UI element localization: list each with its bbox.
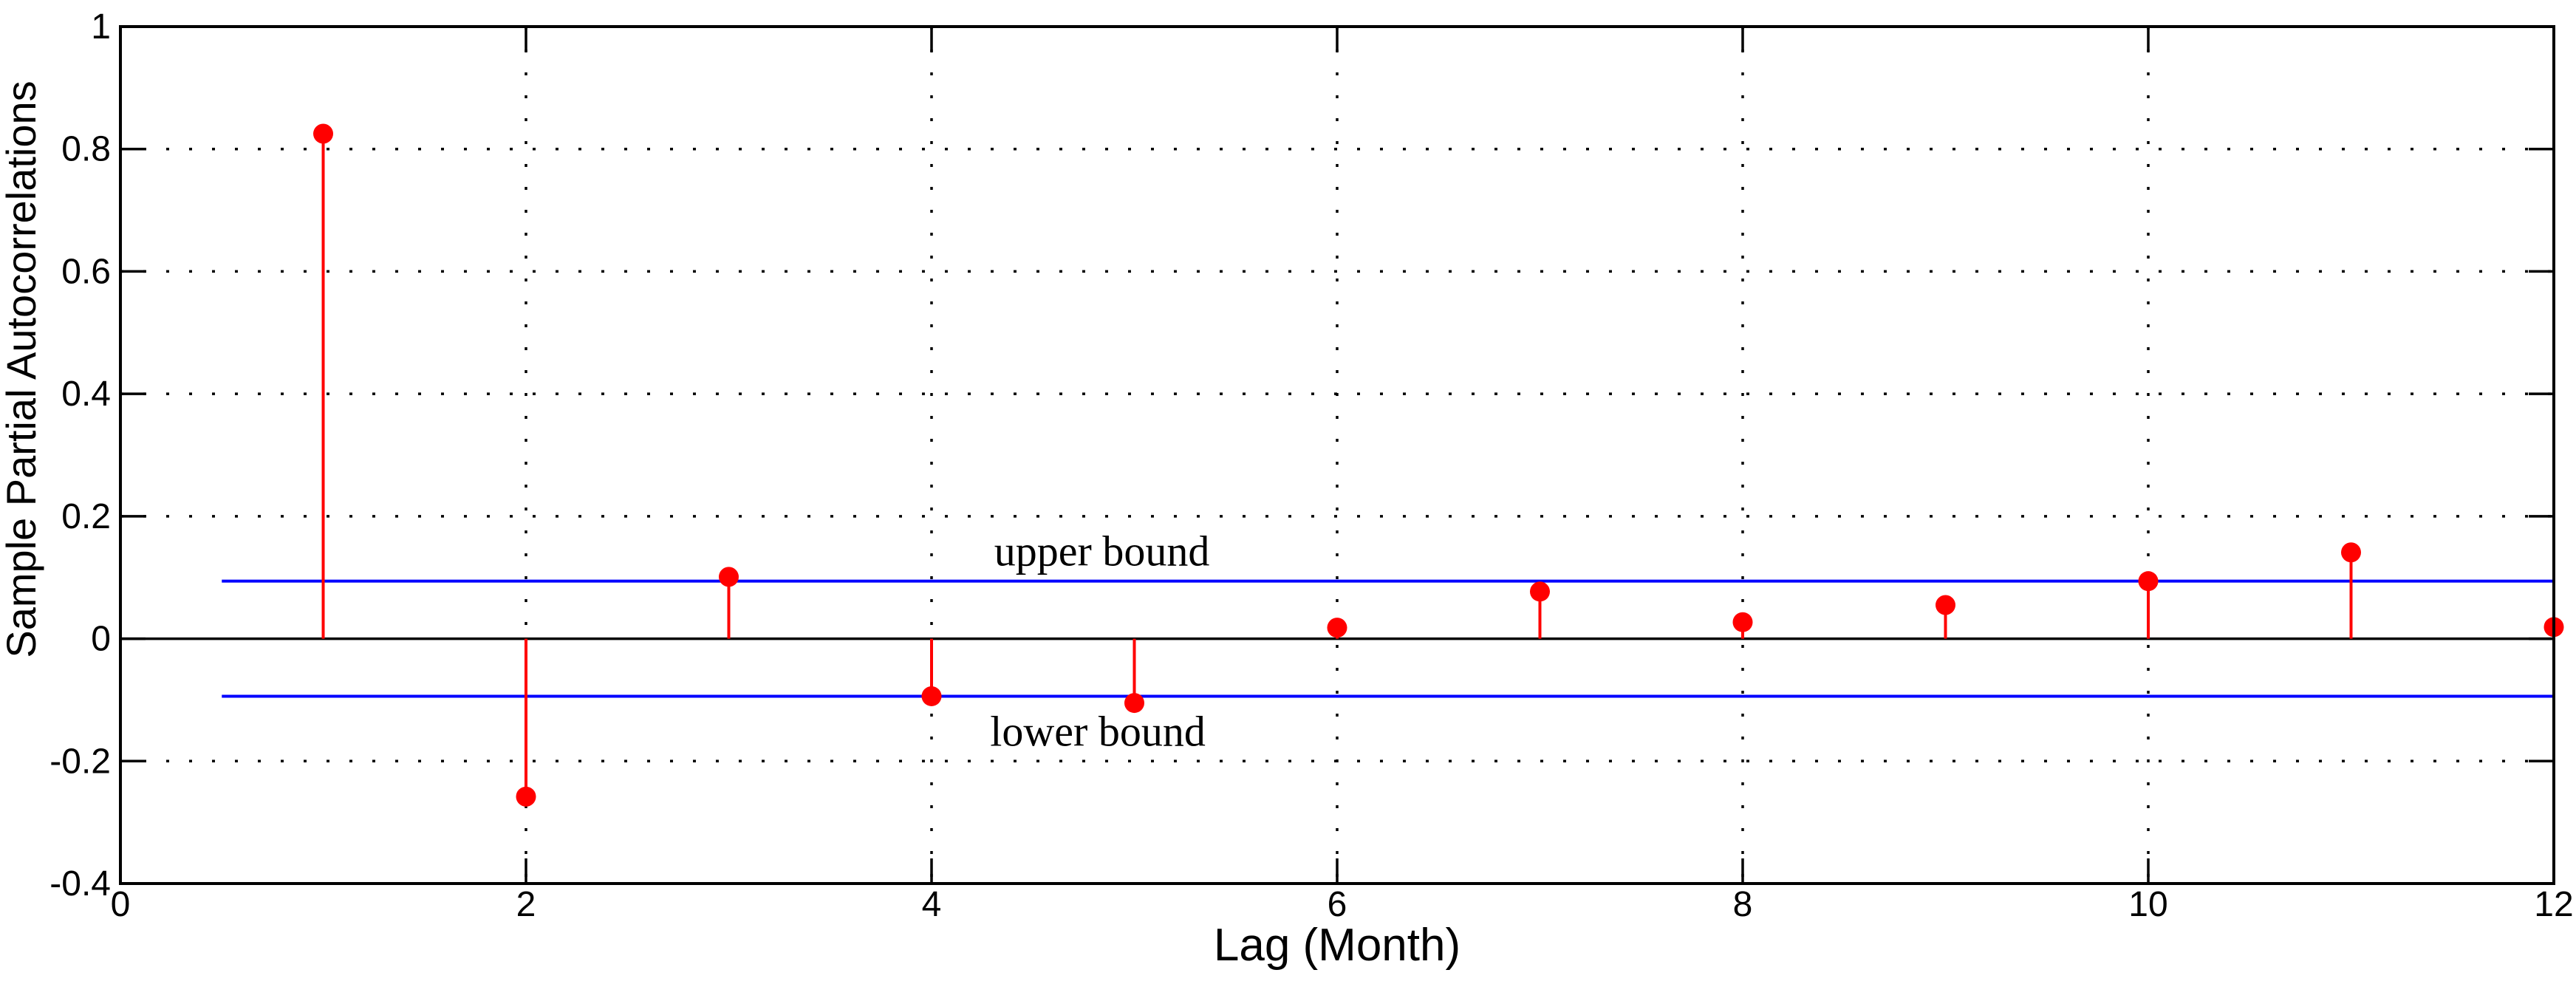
y-tick-label--0.2: -0.2 <box>49 742 111 781</box>
x-tick-label-2: 2 <box>516 885 536 924</box>
x-tick-label-10: 10 <box>2128 885 2167 924</box>
stem-dot-lag-11 <box>2341 542 2361 563</box>
lower-bound-label: lower bound <box>990 708 1206 756</box>
y-tick-label--0.4: -0.4 <box>49 864 111 903</box>
x-tick-label-12: 12 <box>2534 885 2573 924</box>
upper-bound-label: upper bound <box>994 527 1210 575</box>
x-tick-label-6: 6 <box>1328 885 1347 924</box>
y-tick-label-0.2: 0.2 <box>61 497 111 536</box>
stem-dot-lag-10 <box>2138 571 2159 592</box>
y-tick-label-1: 1 <box>91 7 111 47</box>
stem-dot-lag-7 <box>1530 581 1550 602</box>
stem-dot-lag-5 <box>1124 693 1144 714</box>
stem-dot-lag-2 <box>516 786 536 807</box>
y-tick-label-0: 0 <box>91 620 111 659</box>
y-axis-label: Sample Partial Autocorrelations <box>0 81 44 657</box>
stem-dot-lag-8 <box>1732 612 1753 632</box>
x-tick-label-0: 0 <box>111 885 131 924</box>
y-tick-label-0.8: 0.8 <box>61 130 111 169</box>
y-tick-label-0.6: 0.6 <box>61 252 111 291</box>
stem-dot-lag-4 <box>921 686 942 706</box>
plot-border <box>119 25 2555 885</box>
x-tick-label-8: 8 <box>1733 885 1753 924</box>
x-axis-label: Lag (Month) <box>1214 920 1460 971</box>
y-tick-label-0.4: 0.4 <box>61 375 111 414</box>
x-tick-label-4: 4 <box>922 885 942 924</box>
stem-dot-lag-9 <box>1936 595 1955 615</box>
stem-dot-lag-6 <box>1327 618 1347 638</box>
stem-dot-lag-3 <box>719 567 739 587</box>
stem-dot-lag-1 <box>313 123 333 144</box>
